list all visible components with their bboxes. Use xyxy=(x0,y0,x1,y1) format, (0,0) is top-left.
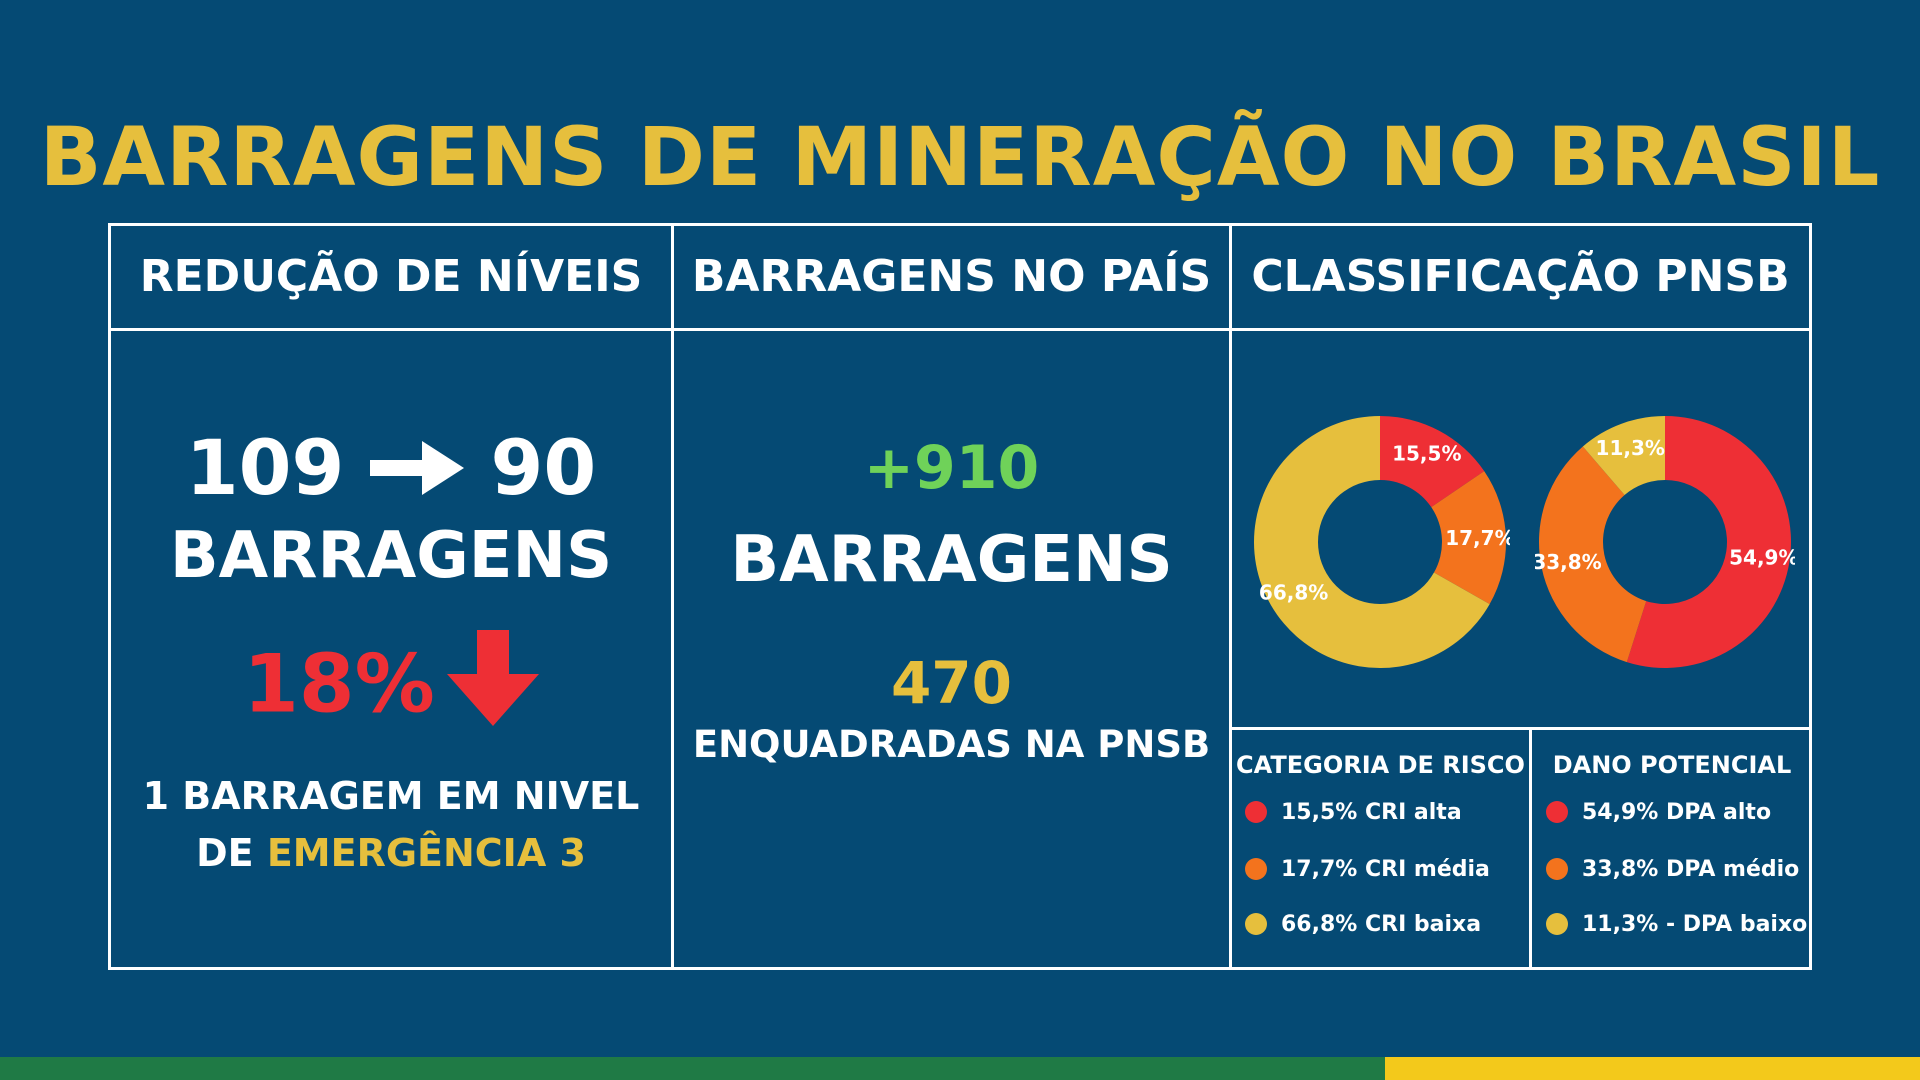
donut-label-0-1: 17,7% xyxy=(1445,526,1510,550)
column-divider-1 xyxy=(671,223,674,970)
bottom-stripe-yellow xyxy=(1385,1057,1920,1080)
legend-label: 33,8% DPA médio xyxy=(1582,857,1800,882)
reduction-from-value: 109 xyxy=(185,423,345,512)
legend-dot-orange xyxy=(1245,857,1267,880)
donut-slice-1-2 xyxy=(1582,416,1665,495)
page-title: BARRAGENS DE MINERAÇÃO NO BRASIL xyxy=(39,111,1881,205)
donut-slice-0-0 xyxy=(1380,416,1485,508)
legend-item-dpa-medio: 33,8% DPA médio xyxy=(1546,850,1799,890)
legend-title-categoria-risco: CATEGORIA DE RISCO xyxy=(1236,751,1525,779)
legend-item-dpa-alto: 54,9% DPA alto xyxy=(1546,793,1771,833)
bottom-stripe-green xyxy=(0,1057,1385,1080)
legend-item-cri-alta: 15,5% CRI alta xyxy=(1245,793,1462,833)
legend-title-dano-potencial: DANO POTENCIAL xyxy=(1552,751,1792,779)
header-barragens-no-pais: BARRAGENS NO PAÍS xyxy=(691,251,1212,302)
arrow-right-icon xyxy=(370,425,465,521)
donut-label-1-1: 33,8% xyxy=(1535,550,1602,574)
legend-dot-red xyxy=(1245,800,1267,823)
emergency-note-prefix: DE xyxy=(196,831,254,875)
donut-label-0-2: 66,8% xyxy=(1259,580,1328,604)
donut-label-1-2: 11,3% xyxy=(1596,436,1665,460)
donut-slice-1-1 xyxy=(1539,446,1647,663)
reduction-to-value: 90 xyxy=(490,423,597,512)
donut-slice-0-2 xyxy=(1254,416,1490,668)
legend-item-cri-baixa: 66,8% CRI baixa xyxy=(1245,905,1481,945)
pnsb-count-value: 470 xyxy=(890,649,1013,717)
legend-divider xyxy=(1229,727,1812,730)
legend-dot-yellow xyxy=(1546,912,1568,935)
donut-label-1-0: 54,9% xyxy=(1729,545,1795,569)
total-dams-value: +910 xyxy=(863,433,1040,503)
emergency-note-line1: 1 BARRAGEM EM NIVEL xyxy=(142,774,640,818)
legend-label: 15,5% CRI alta xyxy=(1281,800,1462,825)
pnsb-count-label: ENQUADRADAS NA PNSB xyxy=(692,723,1211,766)
legend-item-cri-media: 17,7% CRI média xyxy=(1245,850,1490,890)
header-divider xyxy=(108,328,1812,331)
donut-label-0-0: 15,5% xyxy=(1392,442,1461,466)
table-frame xyxy=(108,223,1812,970)
donut-slice-1-0 xyxy=(1626,416,1791,668)
reduction-percent: 18% xyxy=(111,630,671,730)
header-reducao-niveis: REDUÇÃO DE NÍVEIS xyxy=(139,251,643,302)
emergency-level-highlight: EMERGÊNCIA 3 xyxy=(266,831,586,875)
arrow-down-icon xyxy=(446,630,539,749)
legend-dot-yellow xyxy=(1245,912,1267,935)
donut-chart-dano-potencial: 54,9% 33,8% 11,3% xyxy=(1535,416,1795,668)
legend-item-dpa-baixo: 11,3% - DPA baixo xyxy=(1546,905,1807,945)
legend-label: 66,8% CRI baixa xyxy=(1281,912,1482,937)
legend-label: 17,7% CRI média xyxy=(1281,857,1490,882)
legend-label: 11,3% - DPA baixo xyxy=(1582,912,1808,937)
legend-dot-red xyxy=(1546,800,1568,823)
reduction-percent-value: 18% xyxy=(243,637,435,731)
total-dams-unit: BARRAGENS xyxy=(730,523,1173,597)
reduction-unit: BARRAGENS xyxy=(169,519,613,593)
legend-dot-orange xyxy=(1546,857,1568,880)
reduction-count: 109 90 xyxy=(111,420,671,516)
legend-label: 54,9% DPA alto xyxy=(1582,800,1772,825)
donut-chart-categoria-risco: 15,5% 17,7% 66,8% xyxy=(1254,416,1510,668)
legend-column-divider xyxy=(1529,727,1532,970)
donut-slice-0-1 xyxy=(1431,471,1506,605)
header-classificacao-pnsb: CLASSIFICAÇÃO PNSB xyxy=(1251,251,1790,302)
column-divider-2 xyxy=(1229,223,1232,970)
emergency-note-line2: DE EMERGÊNCIA 3 xyxy=(111,828,671,878)
